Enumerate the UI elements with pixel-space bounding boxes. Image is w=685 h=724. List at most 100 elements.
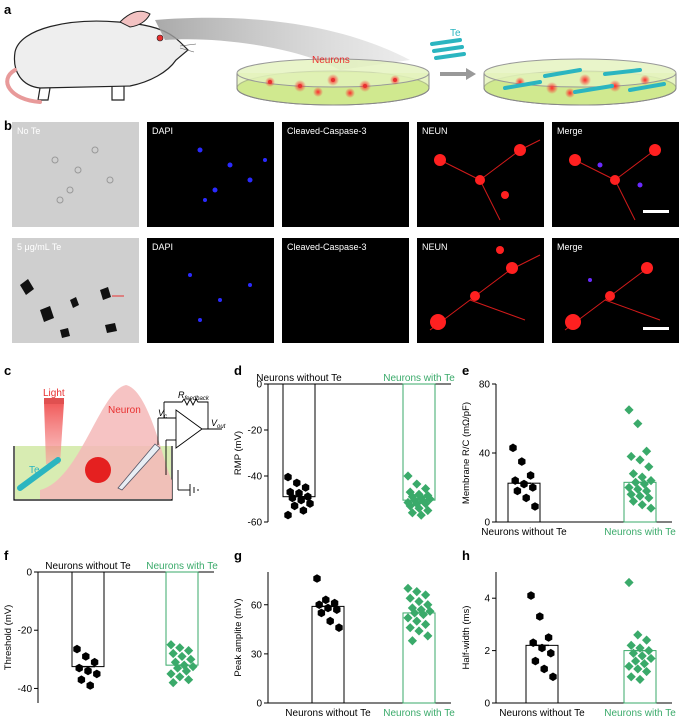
te-label-a: Te [450,28,461,39]
data-point [405,623,415,633]
panel-label-a: a [4,2,12,17]
data-point [175,643,185,653]
data-point [407,492,417,502]
culture-dish-neurons: Neurons [236,55,430,106]
neurons-label: Neurons [312,55,350,66]
y-tick-label: 0 [484,699,490,710]
patch-pipette [117,443,161,491]
brightfield-image [12,122,139,227]
bar-with-te [165,571,199,666]
data-point [536,612,544,621]
data-point [416,605,426,615]
data-point [414,596,424,607]
data-point [407,508,417,518]
data-point [421,619,431,629]
data-point [624,661,634,671]
channel-label: Merge [557,126,583,136]
caspase-image [282,122,409,227]
data-point [410,608,420,618]
data-point [511,476,519,485]
data-point [531,502,539,511]
data-point [633,484,643,494]
neuron-label: Neuron [108,405,141,416]
data-point [293,478,301,488]
data-point [644,462,654,472]
data-point [315,600,323,609]
data-point [407,603,417,613]
y-tick-label: 30 [251,649,263,660]
data-point [297,495,305,505]
data-point [509,443,517,453]
y-tick-label: 0 [484,518,490,529]
data-point [84,666,92,676]
y-axis-label: Threshold (mV) [3,605,14,670]
data-point [626,489,636,499]
data-point [299,506,308,515]
y-axis-label: RMP (mV) [233,431,244,475]
scale-bar [643,210,669,213]
y-tick-label: 4 [484,594,490,605]
data-point [306,499,314,508]
data-point [513,486,522,496]
data-point [184,646,194,656]
data-point [421,590,431,600]
panel-c: c Light Neuron Te Vc Rfeedback V [4,363,226,501]
data-point [405,593,415,603]
vc-label: Vc [158,408,167,420]
data-point [421,484,431,494]
panel-a: a [4,2,677,106]
data-point [301,483,310,492]
data-point [624,405,634,415]
data-point [173,663,183,673]
vout-label: Vout [211,418,226,430]
data-point [425,606,435,616]
panel-label-e: e [462,363,469,378]
data-point [626,672,636,682]
chart-peak-amplitude: 0 30 60 Peak amplite (mV) Neurons without Te… [233,572,455,719]
image-row-5ug-te: 5 μg/mL Te DAPI Cleaved-Caspase-3 NEUN [12,238,679,343]
chart-rmp: 0 -20 -40 -60 RMP (mV) Neurons without Te Neur… [233,373,455,529]
data-point [626,451,636,462]
data-point [423,631,433,641]
data-point [77,675,86,684]
data-point [644,646,654,656]
row-condition-label: 5 μg/mL Te [17,242,61,252]
caspase-image [282,238,409,343]
data-point [626,640,636,650]
data-point [304,492,312,501]
category-label: Neurons without Te [256,373,342,384]
y-tick-label: 2 [484,646,490,657]
data-point [628,469,638,479]
channel-label: DAPI [152,126,173,136]
data-point [642,486,652,496]
data-point [628,648,638,658]
data-point [624,482,634,493]
data-point [646,653,656,664]
panel-label-f: f [4,548,9,563]
data-point [642,635,652,645]
light-label: Light [43,388,65,399]
channel-label: Cleaved-Caspase-3 [287,242,367,252]
panel-label-b: b [4,118,12,133]
chart-membrane-rc: 0 40 80 Membrane R/C (mΩ/pF) Neurons without… [461,380,676,539]
data-point [188,662,198,672]
data-point [166,640,176,650]
y-tick-label: 0 [256,380,262,391]
channel-label: NEUN [422,242,448,252]
data-point [639,659,649,669]
light-source [44,398,64,404]
data-point [527,591,535,600]
data-point [324,603,332,613]
category-label: Neurons with Te [383,708,455,719]
data-point [639,479,649,489]
category-label: Neurons without Te [499,708,585,719]
data-point [412,616,422,626]
culture-dish-neurons-te [483,58,677,106]
data-point [317,608,326,618]
data-point [403,583,413,593]
data-point [633,664,643,674]
data-point [423,505,433,516]
data-point [73,644,81,654]
category-label: Neurons with Te [146,561,218,572]
data-point [416,510,426,520]
